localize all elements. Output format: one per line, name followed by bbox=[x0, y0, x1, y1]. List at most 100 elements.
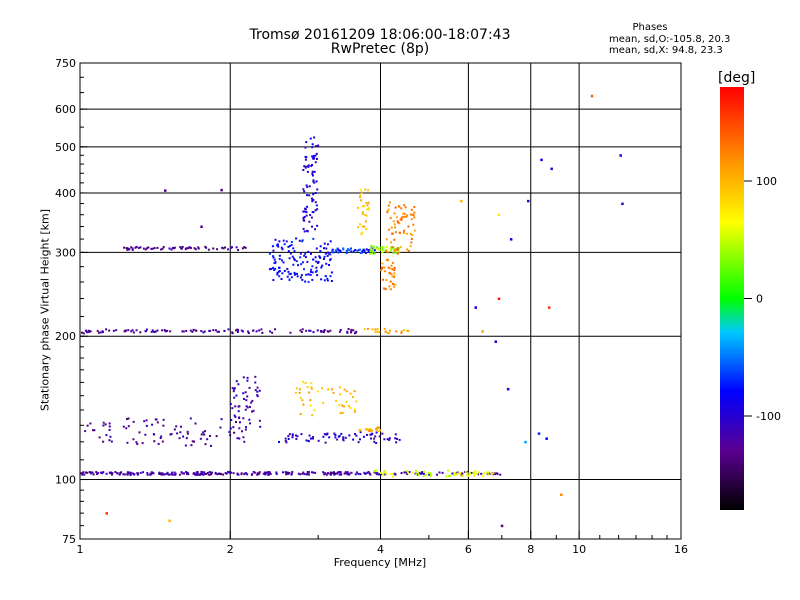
data-point bbox=[82, 332, 85, 335]
data-point bbox=[382, 473, 385, 476]
data-point bbox=[269, 472, 272, 475]
data-point bbox=[134, 246, 137, 249]
data-point bbox=[317, 439, 320, 442]
data-point bbox=[451, 472, 454, 475]
data-point bbox=[272, 279, 275, 282]
data-point bbox=[108, 428, 111, 431]
data-point bbox=[246, 379, 249, 382]
data-point bbox=[83, 473, 86, 476]
data-point bbox=[144, 330, 147, 333]
data-point bbox=[325, 247, 328, 250]
data-point bbox=[207, 248, 210, 251]
data-point bbox=[309, 270, 312, 273]
data-point bbox=[269, 330, 272, 333]
data-point bbox=[367, 189, 370, 192]
data-point bbox=[316, 224, 319, 227]
data-point bbox=[258, 329, 261, 332]
data-point bbox=[362, 435, 365, 438]
data-point bbox=[345, 390, 348, 393]
data-point bbox=[288, 279, 291, 282]
data-point bbox=[560, 493, 563, 497]
data-point bbox=[326, 254, 329, 257]
data-point bbox=[377, 430, 380, 433]
data-point bbox=[384, 330, 387, 333]
data-point bbox=[448, 474, 451, 477]
data-point bbox=[254, 389, 257, 392]
data-point bbox=[499, 473, 502, 476]
data-point bbox=[90, 472, 93, 475]
data-point bbox=[127, 417, 130, 420]
data-point bbox=[287, 245, 290, 248]
data-point bbox=[158, 472, 161, 475]
data-point bbox=[497, 213, 501, 217]
data-point bbox=[375, 469, 378, 472]
data-point bbox=[367, 249, 370, 252]
data-point bbox=[111, 472, 114, 475]
data-point bbox=[354, 433, 357, 436]
data-point bbox=[319, 256, 322, 259]
data-point bbox=[303, 207, 306, 210]
data-point bbox=[255, 330, 258, 333]
data-point bbox=[387, 266, 390, 269]
data-point bbox=[271, 245, 274, 248]
data-point bbox=[303, 190, 306, 193]
data-point bbox=[453, 471, 456, 474]
data-point bbox=[290, 276, 293, 279]
data-point bbox=[334, 249, 337, 252]
data-point bbox=[397, 247, 400, 250]
data-point bbox=[280, 259, 283, 262]
data-point bbox=[302, 218, 305, 221]
data-point bbox=[88, 331, 91, 334]
data-point bbox=[396, 437, 399, 440]
data-point bbox=[393, 272, 396, 275]
data-point bbox=[216, 330, 219, 333]
data-point bbox=[287, 472, 290, 475]
data-point bbox=[272, 255, 275, 258]
data-point bbox=[163, 189, 167, 192]
data-point bbox=[326, 243, 329, 246]
data-point bbox=[237, 383, 240, 386]
data-point bbox=[239, 421, 242, 424]
data-point bbox=[217, 330, 220, 333]
data-point bbox=[374, 435, 377, 438]
data-point bbox=[326, 472, 329, 475]
data-point bbox=[398, 205, 401, 208]
data-point bbox=[298, 391, 301, 394]
data-point bbox=[388, 228, 391, 231]
data-point bbox=[393, 212, 396, 215]
data-point bbox=[237, 410, 240, 413]
data-point bbox=[306, 185, 309, 188]
data-point bbox=[477, 473, 480, 476]
data-point bbox=[288, 273, 291, 276]
data-point bbox=[390, 472, 393, 475]
data-point bbox=[218, 472, 221, 475]
data-point bbox=[245, 405, 248, 408]
data-point bbox=[150, 330, 153, 333]
data-point bbox=[195, 329, 198, 332]
data-point bbox=[375, 442, 378, 445]
data-point bbox=[360, 199, 363, 202]
data-point bbox=[189, 246, 192, 249]
data-point bbox=[275, 473, 278, 476]
data-point bbox=[305, 229, 308, 232]
data-point bbox=[334, 434, 337, 437]
data-point bbox=[293, 258, 296, 261]
data-point bbox=[353, 390, 356, 393]
data-point bbox=[527, 199, 530, 203]
data-point bbox=[311, 211, 314, 214]
data-point bbox=[311, 437, 314, 440]
data-point bbox=[405, 470, 408, 473]
data-point bbox=[127, 425, 130, 428]
data-point bbox=[307, 165, 310, 168]
data-point bbox=[364, 213, 367, 216]
data-point bbox=[252, 470, 255, 473]
data-point bbox=[305, 214, 308, 217]
data-point bbox=[238, 405, 241, 408]
data-point bbox=[395, 216, 398, 219]
data-point bbox=[429, 471, 432, 474]
data-point bbox=[391, 268, 394, 271]
data-point bbox=[537, 432, 541, 435]
data-point bbox=[397, 221, 400, 224]
data-point bbox=[400, 219, 403, 222]
data-point bbox=[322, 330, 325, 333]
